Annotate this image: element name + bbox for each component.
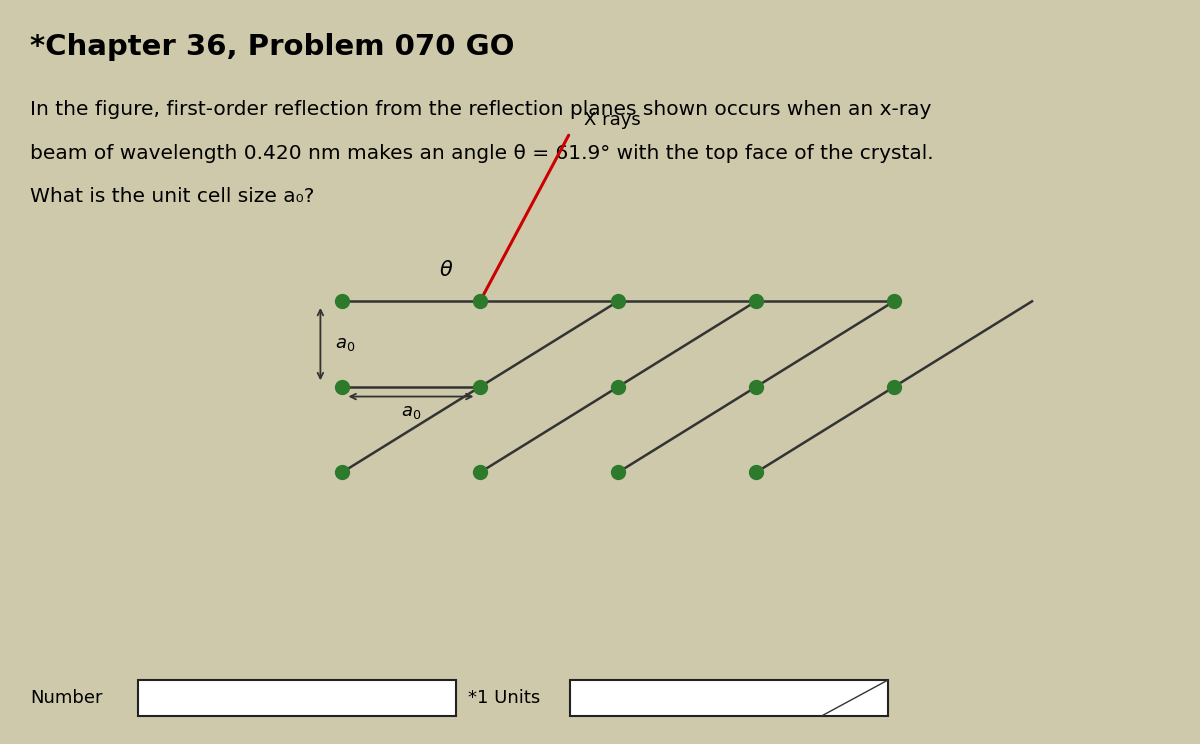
Text: $a_0$: $a_0$: [335, 335, 355, 353]
Text: beam of wavelength 0.420 nm makes an angle θ = 61.9° with the top face of the cr: beam of wavelength 0.420 nm makes an ang…: [30, 144, 934, 163]
Text: $\theta$: $\theta$: [439, 260, 454, 280]
Text: *1 Units: *1 Units: [468, 689, 540, 707]
Text: *Chapter 36, Problem 070 GO: *Chapter 36, Problem 070 GO: [30, 33, 515, 62]
FancyBboxPatch shape: [570, 680, 888, 716]
FancyBboxPatch shape: [138, 680, 456, 716]
Text: In the figure, first-order reflection from the reflection planes shown occurs wh: In the figure, first-order reflection fr…: [30, 100, 931, 120]
Text: What is the unit cell size a₀?: What is the unit cell size a₀?: [30, 187, 314, 206]
Text: Number: Number: [30, 689, 102, 707]
Text: X rays: X rays: [584, 111, 641, 129]
Text: $a_0$: $a_0$: [401, 403, 421, 420]
